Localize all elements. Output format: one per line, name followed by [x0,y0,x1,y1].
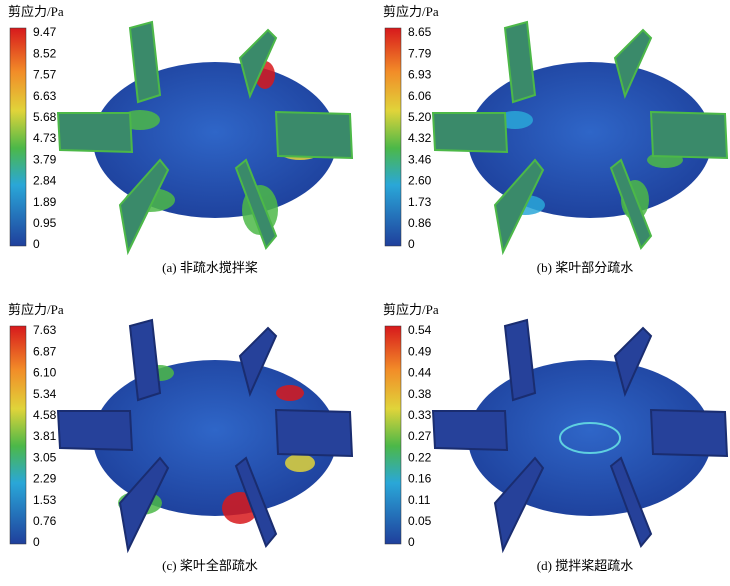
panel: 剪应力/Pa 7.63 6.87 6.10 5.34 4.58 3.81 3.05 2.29 1.… [8,302,354,573]
colorbar-tick-label: 9.47 [33,25,57,39]
blade [503,318,537,402]
blade [128,318,162,402]
colorbar-tick-label: 3.05 [33,450,57,464]
colorbar-tick-label: 0.49 [408,344,432,358]
panel: 剪应力/Pa 9.47 8.52 7.57 6.63 5.68 4.73 3.79 2.84 1.… [8,4,354,275]
colorbar-tick-label: 2.29 [33,472,57,486]
colorbar-tick-label: 3.46 [408,152,432,166]
colorbar-tick-label: 1.89 [33,195,57,209]
colorbar-title: 剪应力/Pa [383,4,439,19]
colorbar-tick-label: 6.93 [408,68,432,82]
blade [431,410,509,452]
colorbar [9,325,27,545]
colorbar-tick-label: 2.84 [33,174,57,188]
panel: 剪应力/Pa 8.65 7.79 6.93 6.06 5.20 4.32 3.46 2.60 1.… [383,4,729,275]
colorbar-title: 剪应力/Pa [8,302,64,317]
blade [56,410,134,452]
colorbar-tick-label: 1.73 [408,195,432,209]
blade [493,456,545,554]
colorbar-tick-label: 0.05 [408,514,432,528]
blade [238,28,278,99]
impeller-image [56,318,354,554]
colorbar-tick-label: 0.27 [408,429,432,443]
blade [613,28,653,99]
colorbar-tick-label: 7.57 [33,68,57,82]
colorbar-tick-label: 0.33 [408,408,432,422]
blade [274,110,354,160]
caption: (d) 搅拌桨超疏水 [537,558,633,573]
blade [118,158,170,256]
colorbar-tick-label: 0 [408,237,415,251]
colorbar-tick-label: 5.68 [33,110,57,124]
colorbar-tick-label: 6.87 [33,344,57,358]
impeller-image [431,20,729,256]
colorbar-tick-label: 8.52 [33,46,57,60]
colorbar-tick-label: 0.44 [408,366,432,380]
colorbar-tick-label: 0.16 [408,472,432,486]
stress-patch [285,454,315,472]
blade [649,110,729,160]
colorbar-tick-label: 0.86 [408,216,432,230]
colorbar-tick-label: 4.58 [33,408,57,422]
colorbar-tick-label: 6.10 [33,366,57,380]
colorbar [384,325,402,545]
colorbar-tick-label: 5.20 [408,110,432,124]
colorbar-tick-label: 0 [408,535,415,549]
colorbar-tick-label: 4.32 [408,131,432,145]
blade [234,158,278,250]
colorbar-tick-label: 0.11 [408,493,431,507]
colorbar-tick-label: 2.60 [408,174,432,188]
colorbar-tick-label: 0.22 [408,450,432,464]
blade [56,112,134,154]
colorbar-tick-label: 0.76 [33,514,57,528]
blade [128,20,162,104]
colorbar-tick-label: 1.53 [33,493,57,507]
colorbar [9,27,27,247]
colorbar [384,27,402,247]
colorbar-tick-label: 0 [33,535,40,549]
blade [503,20,537,104]
blade [613,326,653,397]
colorbar-tick-label: 3.79 [33,152,57,166]
colorbar-tick-label: 7.79 [408,46,432,60]
blade [234,456,278,548]
colorbar-tick-label: 0 [33,237,40,251]
colorbar-tick-label: 0.38 [408,387,432,401]
colorbar-tick-label: 0.54 [408,323,432,337]
blade [238,326,278,397]
colorbar-tick-label: 3.81 [33,429,57,443]
blade [274,408,354,458]
blade [118,456,170,554]
colorbar-tick-label: 8.65 [408,25,432,39]
blade [649,408,729,458]
caption: (b) 桨叶部分疏水 [537,260,633,275]
colorbar-tick-label: 6.06 [408,89,432,103]
blade [493,158,545,256]
colorbar-tick-label: 7.63 [33,323,57,337]
blade [609,456,653,548]
colorbar-title: 剪应力/Pa [8,4,64,19]
panel: 剪应力/Pa 0.54 0.49 0.44 0.38 0.33 0.27 0.22 0.16 0.… [383,302,729,573]
blade [431,112,509,154]
blade [609,158,653,250]
stress-ring [559,422,621,454]
colorbar-tick-label: 0.95 [33,216,57,230]
colorbar-tick-label: 5.34 [33,387,57,401]
impeller-image [431,318,729,554]
impeller-image [56,20,354,256]
colorbar-tick-label: 6.63 [33,89,57,103]
colorbar-tick-label: 4.73 [33,131,57,145]
caption: (a) 非疏水搅拌桨 [162,260,258,275]
stress-patch [276,385,304,401]
caption: (c) 桨叶全部疏水 [162,558,258,573]
colorbar-title: 剪应力/Pa [383,302,439,317]
